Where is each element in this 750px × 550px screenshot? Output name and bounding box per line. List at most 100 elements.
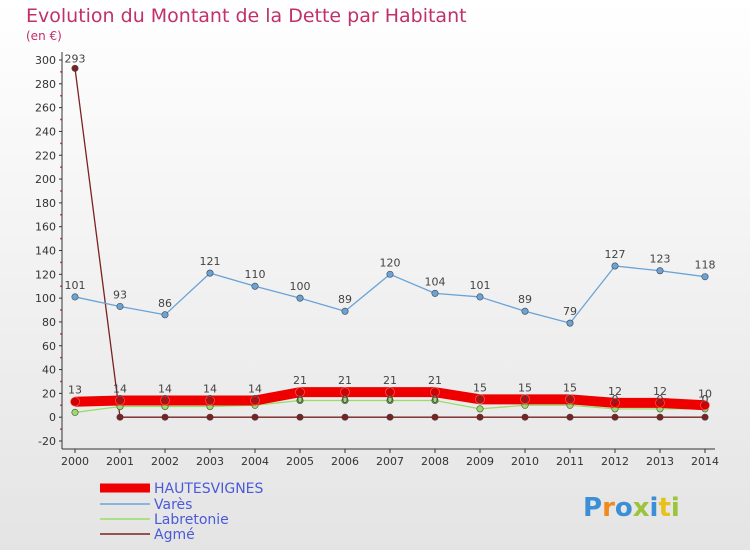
data-point xyxy=(521,307,529,315)
data-point xyxy=(385,387,395,397)
data-label: 89 xyxy=(518,293,532,306)
data-label: 127 xyxy=(605,248,626,261)
y-tick-label: 280 xyxy=(35,78,56,91)
data-point xyxy=(296,397,304,405)
data-point xyxy=(386,413,394,421)
data-label: 10 xyxy=(698,387,712,400)
data-point xyxy=(521,413,529,421)
data-point xyxy=(205,395,215,406)
x-tick-label: 2002 xyxy=(151,455,179,468)
y-tick-label: 300 xyxy=(35,54,56,67)
data-point xyxy=(161,413,169,421)
data-point xyxy=(655,398,665,408)
y-minor-tick xyxy=(60,190,62,192)
data-label: 121 xyxy=(200,255,221,268)
data-point xyxy=(340,387,350,397)
y-minor-tick xyxy=(60,166,62,169)
data-point xyxy=(71,64,79,72)
data-label: 0 xyxy=(207,393,214,406)
y-tick-label: 80 xyxy=(42,316,56,329)
x-tick-label: 2005 xyxy=(286,455,314,468)
data-label: 89 xyxy=(338,293,352,306)
x-tick-label: 2001 xyxy=(106,455,134,468)
data-point xyxy=(116,413,124,421)
data-point xyxy=(341,397,349,405)
brand-wordmark: Proxiti xyxy=(583,493,680,523)
series-hautesvignes xyxy=(70,387,710,411)
y-minor-tick xyxy=(60,285,62,288)
data-point xyxy=(341,413,349,421)
legend-label: Agmé xyxy=(154,527,195,543)
x-tick-label: 2003 xyxy=(196,455,224,468)
data-point xyxy=(431,413,439,421)
data-label: 100 xyxy=(290,280,311,293)
data-label: 0 xyxy=(657,393,664,406)
data-label: 0 xyxy=(162,393,169,406)
data-label: 21 xyxy=(428,374,442,387)
y-minor-tick xyxy=(60,404,62,407)
y-tick-label: 20 xyxy=(42,387,56,400)
data-label: 101 xyxy=(470,279,491,292)
data-label: 0 xyxy=(612,393,619,406)
data-point xyxy=(115,395,125,406)
data-point xyxy=(656,413,664,421)
legend-label: Labretonie xyxy=(154,512,229,528)
data-point xyxy=(566,319,574,327)
x-tick-label: 2000 xyxy=(61,455,89,468)
data-point xyxy=(206,269,214,277)
x-tick-label: 2008 xyxy=(421,455,449,468)
data-label: 79 xyxy=(563,305,577,318)
y-minor-tick xyxy=(60,428,62,430)
chart-subtitle: (en €) xyxy=(26,29,62,43)
y-minor-tick xyxy=(60,142,62,145)
y-tick-label: -20 xyxy=(38,435,56,448)
data-point xyxy=(250,395,260,406)
y-tick-label: 160 xyxy=(35,221,56,234)
data-label: 0 xyxy=(567,393,574,406)
data-point xyxy=(160,395,170,406)
data-label: 104 xyxy=(425,275,446,288)
data-label: 14 xyxy=(248,383,262,396)
y-tick-label: 240 xyxy=(35,125,56,138)
x-tick-label: 2014 xyxy=(691,455,719,468)
y-tick-label: 220 xyxy=(35,149,56,162)
data-label: 21 xyxy=(383,374,397,387)
data-point xyxy=(296,294,304,302)
y-tick-label: 120 xyxy=(35,268,56,281)
data-label: 93 xyxy=(113,288,127,301)
data-point xyxy=(701,273,709,281)
data-point xyxy=(116,302,124,310)
y-minor-tick xyxy=(60,309,62,311)
y-minor-tick xyxy=(60,332,62,335)
x-tick-label: 2007 xyxy=(376,455,404,468)
brand-logo: Proxiti xyxy=(583,493,680,523)
data-label: 15 xyxy=(563,381,577,394)
data-point xyxy=(475,394,485,405)
data-label: 14 xyxy=(113,383,127,396)
data-point xyxy=(206,413,214,421)
data-point xyxy=(701,413,709,421)
y-tick-label: 200 xyxy=(35,173,56,186)
axes: -200204060801001201401601802002202402602… xyxy=(35,52,719,468)
x-tick-label: 2013 xyxy=(646,455,674,468)
data-point xyxy=(476,293,484,301)
data-label: 0 xyxy=(702,393,709,406)
series-varès xyxy=(71,262,709,327)
y-minor-tick xyxy=(60,380,62,383)
x-tick-label: 2009 xyxy=(466,455,494,468)
data-label: 0 xyxy=(387,393,394,406)
data-label: 0 xyxy=(297,393,304,406)
x-tick-label: 2010 xyxy=(511,455,539,468)
data-point xyxy=(251,413,259,421)
data-label: 14 xyxy=(158,383,172,396)
data-point xyxy=(476,413,484,421)
y-minor-tick xyxy=(60,94,62,97)
data-point xyxy=(611,413,619,421)
data-label: 110 xyxy=(245,268,266,281)
data-point xyxy=(565,394,575,405)
data-label: 123 xyxy=(650,253,671,266)
data-label: 0 xyxy=(477,393,484,406)
